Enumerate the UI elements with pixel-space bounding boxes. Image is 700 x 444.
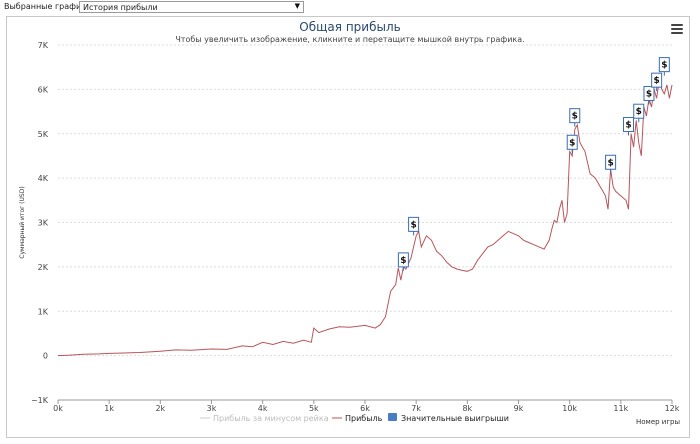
- legend-item-big-wins[interactable]: Значительные выигрыши: [401, 414, 509, 423]
- dollar-flag-icon[interactable]: [605, 154, 617, 170]
- dollar-flag-icon[interactable]: [569, 108, 581, 124]
- dollar-flag-icon[interactable]: [623, 117, 635, 133]
- x-tick-label: 6k: [360, 404, 370, 413]
- y-tick-label: 4K: [38, 174, 49, 183]
- dollar-flag-icon[interactable]: [658, 57, 670, 73]
- chart-container[interactable]: [6, 16, 690, 438]
- legend-item-minus-rake[interactable]: Прибыль за минусом рейка: [213, 414, 329, 423]
- marker-label: $: [646, 89, 652, 99]
- y-tick-label: 6K: [38, 85, 49, 94]
- chevron-down-icon: ▼: [294, 2, 300, 10]
- x-tick-label: 1k: [104, 404, 114, 413]
- x-tick-label: 3k: [207, 404, 217, 413]
- x-tick-label: 11k: [613, 404, 628, 413]
- marker-label: $: [410, 220, 416, 230]
- x-tick-label: 4k: [258, 404, 268, 413]
- marker-label: $: [572, 112, 578, 122]
- x-tick-label: 5k: [309, 404, 319, 413]
- y-tick-label: −1K: [31, 396, 49, 405]
- y-tick-label: 5K: [38, 130, 49, 139]
- x-tick-label: 2k: [155, 404, 165, 413]
- dollar-flag-icon[interactable]: [566, 134, 578, 150]
- marker-label: $: [625, 121, 631, 131]
- menu-icon-bar: [671, 24, 683, 26]
- x-tick-label: 9k: [514, 404, 524, 413]
- profit-series-line: [57, 80, 673, 357]
- selected-charts-label: Выбранные графики:: [4, 2, 94, 11]
- dollar-flag-icon[interactable]: [397, 252, 409, 268]
- y-axis-title: Суммарный итог (USD): [19, 186, 26, 258]
- chart-selector-bar: Выбранные графики: История прибыли ▼: [0, 0, 700, 16]
- y-tick-label: 1K: [38, 307, 49, 316]
- dollar-flag-icon[interactable]: [408, 216, 420, 232]
- marker-label: $: [400, 256, 406, 266]
- dollar-flag-icon[interactable]: [643, 85, 655, 101]
- marker-label: $: [569, 138, 575, 148]
- legend-item-profit[interactable]: Прибыль: [345, 414, 383, 423]
- y-tick-label: 0: [43, 352, 48, 361]
- x-tick-label: 10k: [562, 404, 577, 413]
- y-tick-label: 2K: [38, 263, 49, 272]
- marker-label: $: [636, 107, 642, 117]
- x-tick-label: 7k: [411, 404, 421, 413]
- chart-select-value: История прибыли: [83, 3, 158, 12]
- chart-title: Общая прибыль: [299, 20, 401, 34]
- chart-subtitle: Чтобы увеличить изображение, кликните и …: [175, 35, 525, 44]
- marker-label: $: [654, 76, 660, 86]
- chart-select-dropdown[interactable]: История прибыли ▼: [79, 1, 304, 13]
- legend-symbol-big-wins: [388, 413, 397, 421]
- x-tick-label: 8k: [462, 404, 472, 413]
- x-tick-label: 0k: [53, 404, 63, 413]
- dollar-flag-icon[interactable]: [651, 72, 663, 88]
- y-tick-label: 7K: [38, 41, 49, 50]
- menu-icon-bar: [671, 28, 683, 30]
- x-tick-label: 12k: [665, 404, 680, 413]
- x-axis-title: Номер игры: [636, 418, 680, 426]
- marker-label: $: [607, 158, 613, 168]
- y-tick-label: 3K: [38, 219, 49, 228]
- dollar-flag-icon[interactable]: [633, 103, 645, 119]
- menu-icon-bar: [671, 32, 683, 34]
- hamburger-menu-icon[interactable]: [671, 24, 683, 34]
- marker-label: $: [661, 61, 667, 71]
